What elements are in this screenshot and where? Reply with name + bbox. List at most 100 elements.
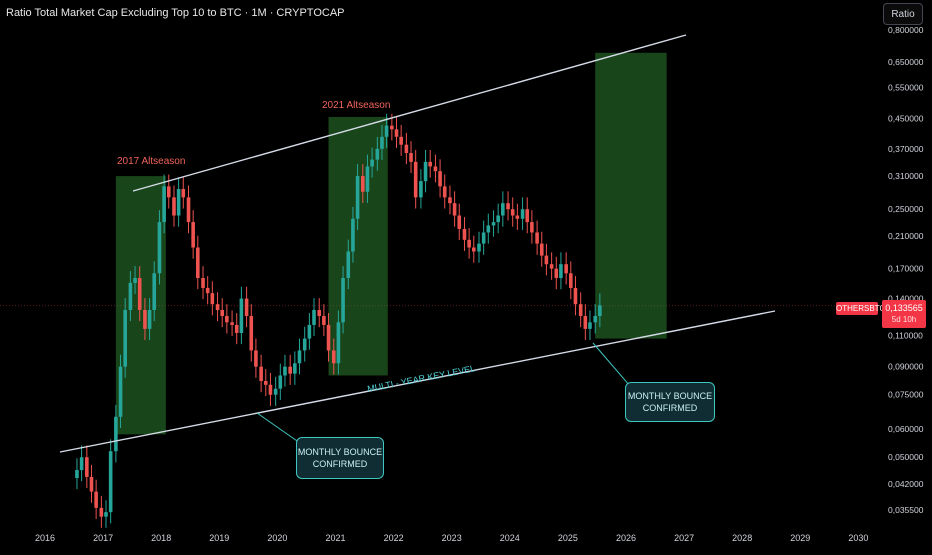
candle-body <box>210 293 215 305</box>
candle-body <box>143 309 147 329</box>
candle-body <box>559 264 563 278</box>
candle-body <box>239 298 244 333</box>
x-tick-label: 2016 <box>35 533 55 543</box>
candle-body <box>94 491 98 508</box>
candle-body <box>147 309 152 329</box>
candle-body <box>317 309 322 317</box>
candle-body <box>409 153 413 162</box>
candle-body <box>593 316 598 323</box>
candle-body <box>384 125 389 137</box>
x-tick-label: 2021 <box>325 533 345 543</box>
candle-body <box>448 197 452 204</box>
candle-body <box>172 197 176 216</box>
candle-body <box>249 316 254 351</box>
candle-body <box>244 298 249 317</box>
x-tick-label: 2027 <box>674 533 694 543</box>
altseason-zones <box>115 52 667 435</box>
candle-body <box>293 363 297 374</box>
candle-body <box>438 171 442 187</box>
zone-target <box>595 52 667 339</box>
candle-body <box>481 232 486 244</box>
candle-body <box>114 416 118 452</box>
candle-body <box>583 316 588 329</box>
chart-title: Ratio Total Market Cap Excluding Top 10 … <box>6 7 345 19</box>
candle-body <box>457 215 462 229</box>
candle-body <box>399 136 403 145</box>
callout-bounce-2: MONTHLY BOUNCE CONFIRMED <box>625 382 715 422</box>
x-tick-label: 2022 <box>384 533 404 543</box>
x-tick-label: 2029 <box>790 533 810 543</box>
candle-body <box>442 186 447 198</box>
candle-body <box>123 309 127 367</box>
y-tick-label: 0,035500 <box>888 505 924 515</box>
y-tick-label: 0,090000 <box>888 362 924 372</box>
candle-body <box>355 176 360 219</box>
callout-pointer-1 <box>256 412 301 444</box>
candle-body <box>462 228 467 240</box>
x-tick-label: 2030 <box>848 533 868 543</box>
candle-body <box>467 239 471 248</box>
candle-body <box>501 203 505 216</box>
candle-body <box>341 277 345 323</box>
candle-body <box>452 203 457 216</box>
candle-body <box>234 324 239 333</box>
candle-body <box>578 304 583 317</box>
callout-bounce-1-line1: MONTHLY BOUNCE <box>297 447 383 457</box>
candle-body <box>201 277 205 288</box>
candle-body <box>331 350 336 364</box>
ratio-button[interactable]: Ratio <box>883 3 923 25</box>
candle-body <box>230 322 234 325</box>
candle-body <box>525 209 530 223</box>
candle-body <box>157 222 162 274</box>
y-tick-label: 0,800000 <box>888 25 924 35</box>
y-tick-label: 0,450000 <box>888 114 924 124</box>
x-tick-label: 2019 <box>209 533 229 543</box>
x-tick-label: 2028 <box>732 533 752 543</box>
label-2017-altseason: 2017 Altseason <box>117 156 185 167</box>
y-tick-label: 0,140000 <box>888 294 924 304</box>
x-tick-label: 2018 <box>151 533 171 543</box>
candle-body <box>506 203 510 210</box>
candle-body <box>283 366 287 376</box>
candle-body <box>394 129 399 137</box>
candle-body <box>413 161 418 198</box>
candle-body <box>108 451 113 513</box>
candle-body <box>99 507 104 517</box>
candle-body <box>433 166 438 172</box>
candle-body <box>307 324 312 339</box>
candle-body <box>428 161 433 167</box>
candle-body <box>419 181 423 198</box>
candle-body <box>554 268 559 278</box>
candle-body <box>133 277 137 283</box>
x-tick-label: 2023 <box>442 533 462 543</box>
y-tick-label: 0,650000 <box>888 57 924 67</box>
y-tick-label: 0,050000 <box>888 452 924 462</box>
callout-bounce-2-line2: CONFIRMED <box>642 403 698 413</box>
symbol-tag: OTHERSBTC <box>836 302 886 315</box>
candle-body <box>496 215 500 223</box>
candle-body <box>75 470 79 478</box>
candle-body <box>259 366 263 381</box>
callout-bounce-1-line2: CONFIRMED <box>312 459 368 469</box>
candle-body <box>89 476 94 492</box>
y-tick-label: 0,110000 <box>888 331 923 341</box>
candle-body <box>486 225 491 233</box>
candle-body <box>273 388 278 395</box>
last-price: 0,133565 <box>885 303 923 313</box>
candle-body <box>215 304 220 310</box>
candle-body <box>351 218 355 252</box>
y-tick-label: 0,075000 <box>888 390 924 400</box>
candle-body <box>515 215 520 219</box>
x-tick-label: 2020 <box>267 533 287 543</box>
candle-body <box>79 457 84 471</box>
candle-body <box>128 282 133 310</box>
candle-body <box>322 316 326 325</box>
candle-body <box>297 350 302 364</box>
candle-body <box>85 457 89 477</box>
candle-body <box>390 125 394 130</box>
candle-body <box>225 316 229 323</box>
y-tick-label: 0,250000 <box>888 204 924 214</box>
candle-body <box>404 144 409 154</box>
